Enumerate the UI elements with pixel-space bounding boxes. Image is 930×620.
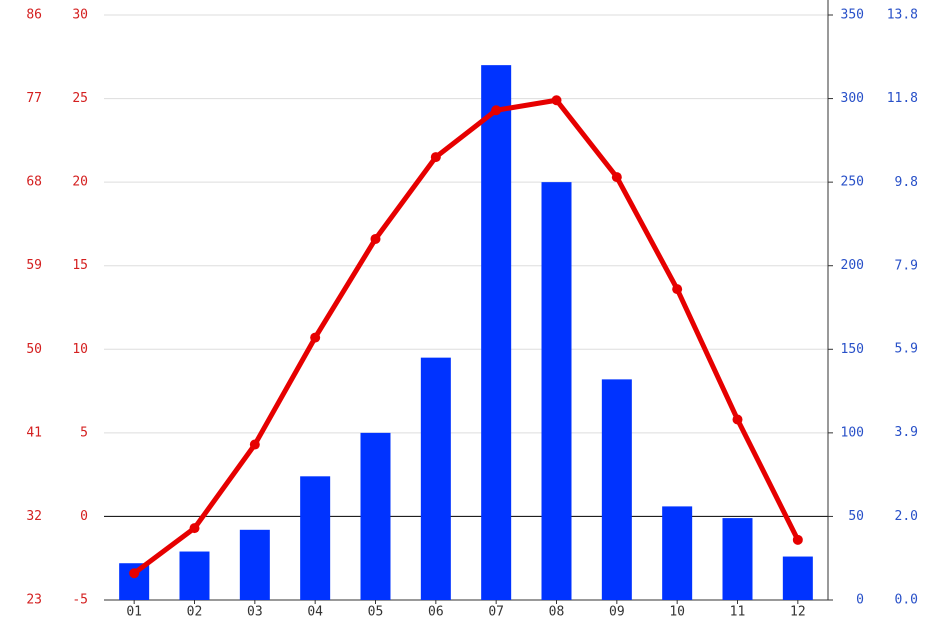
y2-tick-label: 0: [856, 593, 864, 608]
y4-tick-label: 0.0: [895, 593, 918, 608]
x-tick-label: 02: [187, 605, 203, 620]
y3-tick-label: 41: [26, 425, 42, 440]
bar: [360, 432, 391, 600]
y3-tick-label: 77: [26, 91, 42, 106]
x-tick-label: 07: [488, 605, 504, 620]
temperature-point: [672, 284, 683, 295]
bar: [239, 529, 270, 600]
x-tick-label: 05: [368, 605, 384, 620]
x-tick-label: 11: [730, 605, 746, 620]
y3-tick-label: 86: [26, 8, 42, 23]
x-tick-label: 04: [307, 605, 323, 620]
bar: [300, 476, 331, 600]
y4-tick-label: 13.8: [887, 8, 918, 23]
y2-tick-label: 200: [841, 258, 864, 273]
temperature-point: [129, 568, 140, 579]
temperature-point: [491, 105, 502, 116]
y-tick-label: 25: [72, 91, 88, 106]
temperature-point: [310, 332, 321, 343]
bar: [722, 518, 753, 600]
x-tick-label: 10: [669, 605, 685, 620]
bar: [541, 182, 572, 600]
y-tick-label: 5: [80, 425, 88, 440]
temperature-point: [370, 233, 381, 244]
temperature-line: [132, 97, 801, 576]
y3-tick-label: 68: [26, 175, 42, 190]
x-tick-label: 08: [549, 605, 565, 620]
x-tick-label: 01: [126, 605, 142, 620]
y4-tick-label: 9.8: [895, 175, 918, 190]
y4-tick-label: 5.9: [895, 342, 918, 357]
bar: [782, 556, 813, 600]
y-tick-label: 0: [80, 509, 88, 524]
y-tick-label: 20: [72, 175, 88, 190]
y4-tick-label: 7.9: [895, 258, 918, 273]
y-tick-label: 30: [72, 8, 88, 23]
temperature-point: [611, 172, 622, 183]
y2-tick-label: 100: [841, 425, 864, 440]
y3-tick-label: 50: [26, 342, 42, 357]
bar: [481, 65, 512, 600]
bar: [601, 379, 632, 600]
y3-tick-label: 32: [26, 509, 42, 524]
y2-tick-label: 150: [841, 342, 864, 357]
temperature-point: [732, 414, 743, 425]
y2-tick-label: 350: [841, 8, 864, 23]
y2-tick-label: 300: [841, 91, 864, 106]
x-tick-label: 12: [790, 605, 806, 620]
y3-tick-label: 23: [26, 593, 42, 608]
x-tick-label: 03: [247, 605, 263, 620]
temperature-point: [249, 439, 260, 450]
y-tick-label: -5: [72, 593, 88, 608]
temperature-point: [189, 523, 200, 534]
temperature-point: [551, 95, 562, 106]
x-tick-label: 06: [428, 605, 444, 620]
y3-tick-label: 59: [26, 258, 42, 273]
y4-tick-label: 2.0: [895, 509, 918, 524]
bar: [179, 551, 210, 600]
temperature-point: [792, 534, 803, 545]
y2-tick-label: 250: [841, 175, 864, 190]
y-tick-label: 15: [72, 258, 88, 273]
y4-tick-label: 11.8: [887, 91, 918, 106]
y4-tick-label: 3.9: [895, 425, 918, 440]
bar: [420, 357, 451, 600]
y2-tick-label: 50: [848, 509, 864, 524]
x-tick-label: 09: [609, 605, 625, 620]
y-tick-label: 10: [72, 342, 88, 357]
temperature-point: [430, 152, 441, 163]
bar: [662, 506, 693, 600]
